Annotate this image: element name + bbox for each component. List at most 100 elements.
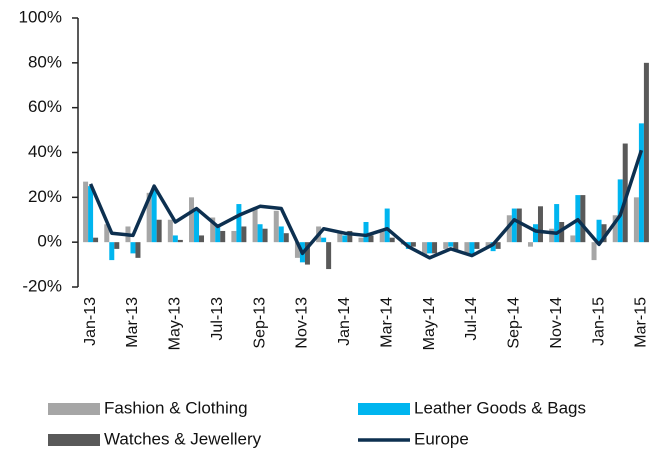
bar bbox=[591, 242, 597, 261]
bar bbox=[389, 237, 395, 243]
bar bbox=[448, 242, 454, 247]
bar bbox=[506, 215, 512, 243]
bar bbox=[167, 219, 173, 243]
x-tick-label: Jan-14 bbox=[336, 297, 353, 346]
x-tick-label: Jul-14 bbox=[463, 297, 480, 341]
bar bbox=[130, 242, 136, 254]
bar bbox=[278, 226, 284, 243]
legend-label: Europe bbox=[414, 429, 469, 448]
bar bbox=[368, 235, 374, 243]
legend-label: Watches & Jewellery bbox=[104, 429, 262, 448]
bar bbox=[495, 242, 501, 249]
bar bbox=[422, 242, 428, 256]
bar bbox=[172, 235, 178, 243]
bar bbox=[177, 239, 183, 243]
bar bbox=[601, 224, 607, 243]
bar bbox=[146, 192, 152, 243]
bar bbox=[511, 208, 517, 243]
bar bbox=[570, 235, 576, 243]
y-tick-label: 60% bbox=[28, 97, 62, 116]
x-tick-label: Jan-15 bbox=[590, 297, 607, 346]
bar bbox=[241, 226, 247, 243]
bar bbox=[532, 224, 538, 243]
bar bbox=[464, 242, 470, 254]
bar bbox=[643, 62, 649, 243]
x-tick-label: Sep-14 bbox=[506, 297, 523, 349]
bar bbox=[379, 230, 385, 243]
bar bbox=[210, 217, 216, 243]
bar bbox=[220, 230, 226, 243]
bar bbox=[189, 197, 195, 243]
x-tick-label: May-14 bbox=[421, 297, 438, 350]
legend-swatch bbox=[358, 403, 410, 415]
bar bbox=[363, 221, 369, 243]
bar bbox=[294, 242, 300, 258]
y-tick-label: -20% bbox=[22, 276, 62, 295]
x-tick-label: Mar-15 bbox=[633, 297, 650, 348]
x-tick-label: Mar-13 bbox=[124, 297, 141, 348]
bar bbox=[283, 233, 289, 243]
legend-label: Fashion & Clothing bbox=[104, 398, 248, 417]
bar bbox=[549, 228, 555, 243]
bar bbox=[347, 230, 353, 243]
bar bbox=[490, 242, 496, 252]
bar bbox=[469, 242, 475, 256]
bar bbox=[443, 242, 449, 249]
bar bbox=[527, 242, 533, 247]
y-tick-label: 80% bbox=[28, 52, 62, 71]
bar bbox=[257, 224, 263, 243]
bar bbox=[342, 235, 348, 243]
y-tick-label: 20% bbox=[28, 187, 62, 206]
bar bbox=[321, 237, 327, 243]
bar bbox=[104, 224, 110, 243]
bar bbox=[262, 228, 268, 243]
x-tick-label: Sep-13 bbox=[251, 297, 268, 349]
bar bbox=[410, 242, 416, 247]
y-tick-label: 100% bbox=[19, 7, 62, 26]
bar bbox=[151, 188, 157, 243]
x-tick-label: May-13 bbox=[167, 297, 184, 350]
bar bbox=[252, 208, 258, 243]
bar bbox=[194, 210, 200, 243]
bar bbox=[622, 143, 628, 243]
bar bbox=[432, 242, 438, 254]
bar bbox=[516, 208, 522, 243]
bar bbox=[537, 206, 543, 243]
bar bbox=[304, 242, 310, 265]
x-tick-label: Nov-14 bbox=[548, 297, 565, 349]
bar bbox=[109, 242, 115, 261]
legend-swatch bbox=[48, 403, 100, 415]
bar bbox=[612, 215, 618, 243]
bar bbox=[337, 230, 343, 243]
bar bbox=[273, 210, 279, 243]
x-tick-label: Jul-13 bbox=[209, 297, 226, 341]
bar bbox=[474, 242, 480, 249]
line bbox=[88, 149, 644, 260]
bar bbox=[384, 208, 390, 243]
bar bbox=[215, 224, 221, 243]
legend-swatch bbox=[48, 434, 100, 446]
bar bbox=[156, 219, 162, 243]
bar bbox=[485, 242, 491, 247]
bar bbox=[580, 195, 586, 243]
bar bbox=[427, 242, 433, 254]
y-tick-label: 0% bbox=[37, 232, 62, 251]
bar bbox=[596, 219, 602, 243]
bar bbox=[199, 235, 205, 243]
y-tick-label: 40% bbox=[28, 142, 62, 161]
bar bbox=[358, 237, 364, 243]
legend-label: Leather Goods & Bags bbox=[414, 398, 586, 417]
bar bbox=[114, 242, 120, 249]
bar bbox=[135, 242, 141, 258]
x-tick-label: Nov-13 bbox=[294, 297, 311, 349]
bar bbox=[633, 197, 639, 243]
bar bbox=[326, 242, 332, 270]
bar bbox=[88, 186, 94, 243]
bar bbox=[83, 181, 89, 243]
bar bbox=[453, 242, 459, 252]
bar bbox=[638, 123, 644, 243]
bar bbox=[554, 204, 560, 243]
x-tick-label: Mar-14 bbox=[378, 297, 395, 348]
bar bbox=[236, 204, 242, 243]
